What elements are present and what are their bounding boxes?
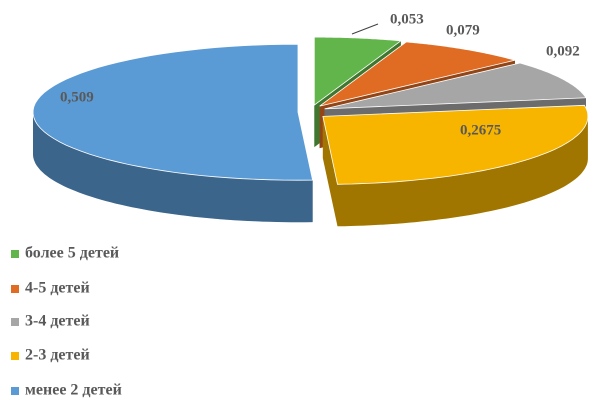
- data-label: 0,092: [546, 43, 580, 59]
- legend-swatch: [11, 318, 19, 326]
- slice-side-shade: [33, 112, 313, 223]
- leader-line: [351, 23, 379, 35]
- legend-swatch: [11, 387, 19, 395]
- slice-side-shade: [322, 116, 338, 227]
- pie-slice: [324, 62, 587, 110]
- legend-swatch: [11, 352, 19, 360]
- slice-side-shade: [337, 116, 588, 227]
- legend-label: более 5 детей: [25, 245, 119, 262]
- legend-swatch: [11, 250, 19, 258]
- pie-slice: [313, 36, 403, 106]
- data-label: 0,079: [446, 22, 480, 38]
- legend-label: 2-3 детей: [25, 347, 90, 364]
- pie-slice: [32, 43, 314, 181]
- legend-label: 4-5 детей: [25, 280, 90, 297]
- legend-label: менее 2 детей: [25, 382, 122, 399]
- pie-slice: [319, 41, 517, 107]
- legend-swatch: [11, 285, 19, 293]
- slice-side: [337, 116, 588, 227]
- data-label: 0,053: [390, 11, 424, 27]
- data-label: 0,509: [60, 89, 94, 105]
- slice-side: [33, 112, 313, 223]
- legend-label: 3-4 детей: [25, 313, 90, 330]
- pie-slice: [322, 104, 589, 185]
- slice-side: [322, 116, 338, 227]
- data-label: 0,2675: [460, 122, 501, 138]
